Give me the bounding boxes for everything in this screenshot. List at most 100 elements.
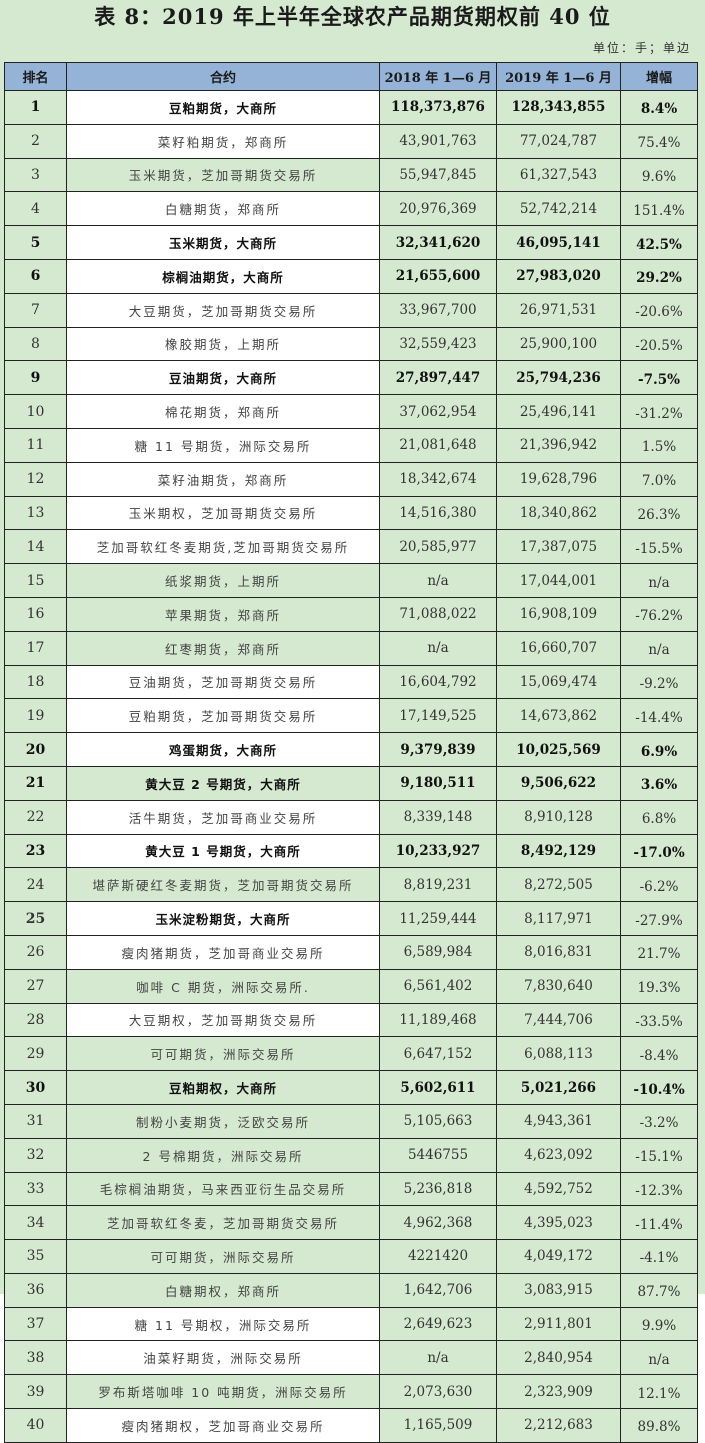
table-row: 26 瘦肉猪期货，芝加哥商业交易所 6,589,984 8,016,831 21.7% <box>4 934 698 970</box>
volume-2019-cell: 25,496,141 <box>496 394 621 429</box>
rank-cell: 24 <box>4 867 67 903</box>
growth-cell: -7.5% <box>620 360 698 396</box>
contract-cell: 可可期货，洲际交易所 <box>66 1239 380 1274</box>
growth-cell: -31.2% <box>620 394 698 429</box>
header-contract: 合约 <box>66 62 380 91</box>
rank-cell: 4 <box>4 191 67 227</box>
volume-2018-cell: n/a <box>379 563 497 598</box>
volume-2019-cell: 5,021,266 <box>496 1070 621 1105</box>
contract-cell: 白糖期权，郑商所 <box>66 1272 380 1308</box>
header-2019: 2019 年 1—6 月 <box>496 62 621 91</box>
volume-2019-cell: 8,117,971 <box>496 901 621 936</box>
contract-cell: 菜籽粕期货，郑商所 <box>66 123 380 159</box>
volume-2019-cell: 2,840,954 <box>496 1340 621 1376</box>
contract-cell: 豆油期货，大商所 <box>66 360 380 396</box>
rank-cell: 20 <box>4 732 67 767</box>
volume-2018-cell: n/a <box>379 630 497 666</box>
contract-cell: 菜籽油期货，郑商所 <box>66 461 380 497</box>
table-row: 3 玉米期货，芝加哥期货交易所 55,947,845 61,327,543 9.6% <box>4 157 698 193</box>
contract-cell: 芝加哥软红冬麦期货,芝加哥期货交易所 <box>66 529 380 565</box>
volume-2019-cell: 8,910,128 <box>496 799 621 835</box>
table-row: 39 罗布斯塔咖啡 10 吨期货，洲际交易所 2,073,630 2,323,909 1… <box>4 1374 698 1410</box>
rank-cell: 13 <box>4 495 67 531</box>
contract-cell: 苹果期货，郑商所 <box>66 596 380 632</box>
table-row: 1 豆粕期货，大商所 118,373,876 128,343,855 8.4% <box>4 90 698 125</box>
volume-2018-cell: 2,649,623 <box>379 1306 497 1342</box>
table-body: 1 豆粕期货，大商所 118,373,876 128,343,855 8.4% 2 菜籽粕期… <box>4 90 698 1443</box>
rank-cell: 17 <box>4 630 67 666</box>
volume-2018-cell: 14,516,380 <box>379 495 497 531</box>
growth-cell: n/a <box>620 1340 698 1376</box>
rank-cell: 29 <box>4 1036 67 1072</box>
volume-2018-cell: 11,189,468 <box>379 1002 497 1038</box>
rank-cell: 34 <box>4 1205 67 1241</box>
volume-2019-cell: 2,911,801 <box>496 1306 621 1342</box>
volume-2018-cell: 2,073,630 <box>379 1374 497 1410</box>
table-row: 29 可可期货，洲际交易所 6,647,152 6,088,113 -8.4% <box>4 1036 698 1072</box>
rank-cell: 39 <box>4 1374 67 1410</box>
contract-cell: 油菜籽期货，洲际交易所 <box>66 1340 380 1376</box>
growth-cell: -27.9% <box>620 901 698 936</box>
ranking-table: 排名 合约 2018 年 1—6 月 2019 年 1—6 月 增幅 1 豆粕期货… <box>4 62 698 1443</box>
table-row: 5 玉米期货，大商所 32,341,620 46,095,141 42.5% <box>4 225 698 260</box>
volume-2019-cell: 4,049,172 <box>496 1239 621 1274</box>
growth-cell: 19.3% <box>620 968 698 1004</box>
table-row: 6 棕榈油期货，大商所 21,655,600 27,983,020 29.2% <box>4 258 698 294</box>
growth-cell: -33.5% <box>620 1002 698 1038</box>
contract-cell: 玉米期货，大商所 <box>66 225 380 260</box>
volume-2019-cell: 8,272,505 <box>496 867 621 903</box>
volume-2019-cell: 8,016,831 <box>496 934 621 970</box>
volume-2019-cell: 4,395,023 <box>496 1205 621 1241</box>
unit-note: 单位：手；单边 <box>592 41 691 55</box>
table-row: 2 菜籽粕期货，郑商所 43,901,763 77,024,787 75.4% <box>4 123 698 159</box>
table-row: 11 糖 11 号期货，洲际交易所 21,081,648 21,396,942 1.5% <box>4 427 698 463</box>
table-row: 16 苹果期货，郑商所 71,088,022 16,908,109 -76.2% <box>4 596 698 632</box>
rank-cell: 7 <box>4 292 67 328</box>
volume-2018-cell: 5,105,663 <box>379 1103 497 1139</box>
volume-2019-cell: 25,900,100 <box>496 326 621 362</box>
contract-cell: 罗布斯塔咖啡 10 吨期货，洲际交易所 <box>66 1374 380 1410</box>
rank-cell: 25 <box>4 901 67 936</box>
table-row: 13 玉米期权，芝加哥期货交易所 14,516,380 18,340,862 26.3% <box>4 495 698 531</box>
contract-cell: 橡胶期货，上期所 <box>66 326 380 362</box>
header-growth: 增幅 <box>620 62 698 91</box>
volume-2019-cell: 27,983,020 <box>496 258 621 294</box>
volume-2019-cell: 14,673,862 <box>496 698 621 734</box>
contract-cell: 瘦肉猪期货，芝加哥商业交易所 <box>66 934 380 970</box>
growth-cell: 12.1% <box>620 1374 698 1410</box>
table-row: 8 橡胶期货，上期所 32,559,423 25,900,100 -20.5% <box>4 326 698 362</box>
rank-cell: 8 <box>4 326 67 362</box>
contract-cell: 瘦肉猪期权，芝加哥商业交易所 <box>66 1408 380 1443</box>
growth-cell: 6.9% <box>620 732 698 767</box>
growth-cell: 151.4% <box>620 191 698 227</box>
header-rank: 排名 <box>4 62 67 91</box>
growth-cell: 21.7% <box>620 934 698 970</box>
growth-cell: -3.2% <box>620 1103 698 1139</box>
table-row: 32 2 号棉期货，洲际交易所 5446755 4,623,092 -15.1% <box>4 1137 698 1173</box>
growth-cell: n/a <box>620 563 698 598</box>
rank-cell: 37 <box>4 1306 67 1342</box>
rank-cell: 12 <box>4 461 67 497</box>
volume-2018-cell: 27,897,447 <box>379 360 497 396</box>
contract-cell: 糖 11 号期权，洲际交易所 <box>66 1306 380 1342</box>
growth-cell: -14.4% <box>620 698 698 734</box>
volume-2018-cell: 4221420 <box>379 1239 497 1274</box>
rank-cell: 23 <box>4 833 67 869</box>
rank-cell: 1 <box>4 90 67 125</box>
contract-cell: 堪萨斯硬红冬麦期货，芝加哥期货交易所 <box>66 867 380 903</box>
contract-cell: 白糖期货，郑商所 <box>66 191 380 227</box>
growth-cell: 87.7% <box>620 1272 698 1308</box>
contract-cell: 玉米淀粉期货，大商所 <box>66 901 380 936</box>
growth-cell: -15.1% <box>620 1137 698 1173</box>
contract-cell: 豆油期货，芝加哥期货交易所 <box>66 664 380 700</box>
volume-2019-cell: 52,742,214 <box>496 191 621 227</box>
growth-cell: 1.5% <box>620 427 698 463</box>
rank-cell: 14 <box>4 529 67 565</box>
growth-cell: 9.9% <box>620 1306 698 1342</box>
volume-2018-cell: 6,589,984 <box>379 934 497 970</box>
volume-2019-cell: 17,387,075 <box>496 529 621 565</box>
volume-2018-cell: 20,976,369 <box>379 191 497 227</box>
growth-cell: -17.0% <box>620 833 698 869</box>
growth-cell: -20.5% <box>620 326 698 362</box>
volume-2019-cell: 46,095,141 <box>496 225 621 260</box>
